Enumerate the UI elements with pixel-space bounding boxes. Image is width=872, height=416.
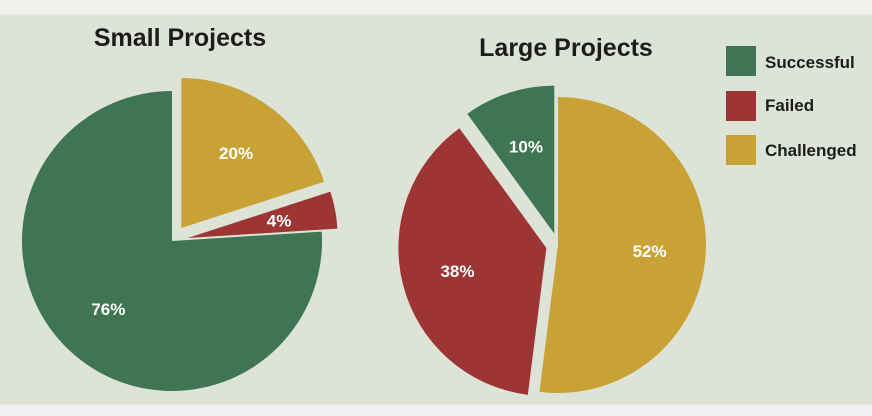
pie-0-slice-successful: [21, 91, 323, 391]
legend-swatch-successful: [726, 46, 756, 76]
pie-0-slice-failed: [187, 191, 338, 239]
pie-0-label-challenged: 20%: [219, 144, 253, 163]
small-projects-pie: 76% 4% 20%: [21, 78, 338, 391]
legend-label-challenged: Challenged: [765, 141, 857, 160]
large-projects-pie: 10% 38% 52%: [398, 85, 706, 395]
pie-0-label-successful: 76%: [91, 300, 125, 319]
pie-1-slice-failed: [398, 128, 547, 395]
pie-1-label-successful: 10%: [509, 137, 543, 156]
pie-1-label-challenged: 52%: [633, 242, 667, 261]
small-projects-title: Small Projects: [94, 24, 266, 52]
pie-0-slice-challenged: [181, 78, 325, 229]
legend-swatch-challenged: [726, 135, 756, 165]
pie-1-slice-successful: [467, 85, 555, 234]
legend-swatch-failed: [726, 91, 756, 121]
legend-label-failed: Failed: [765, 96, 814, 115]
legend: Successful Failed Challenged: [726, 46, 857, 165]
pie-0-label-failed: 4%: [267, 212, 292, 231]
legend-label-successful: Successful: [765, 53, 855, 72]
large-projects-title: Large Projects: [479, 34, 653, 62]
pie-1-label-failed: 38%: [440, 262, 474, 281]
pie-1-slice-challenged: [539, 97, 706, 393]
